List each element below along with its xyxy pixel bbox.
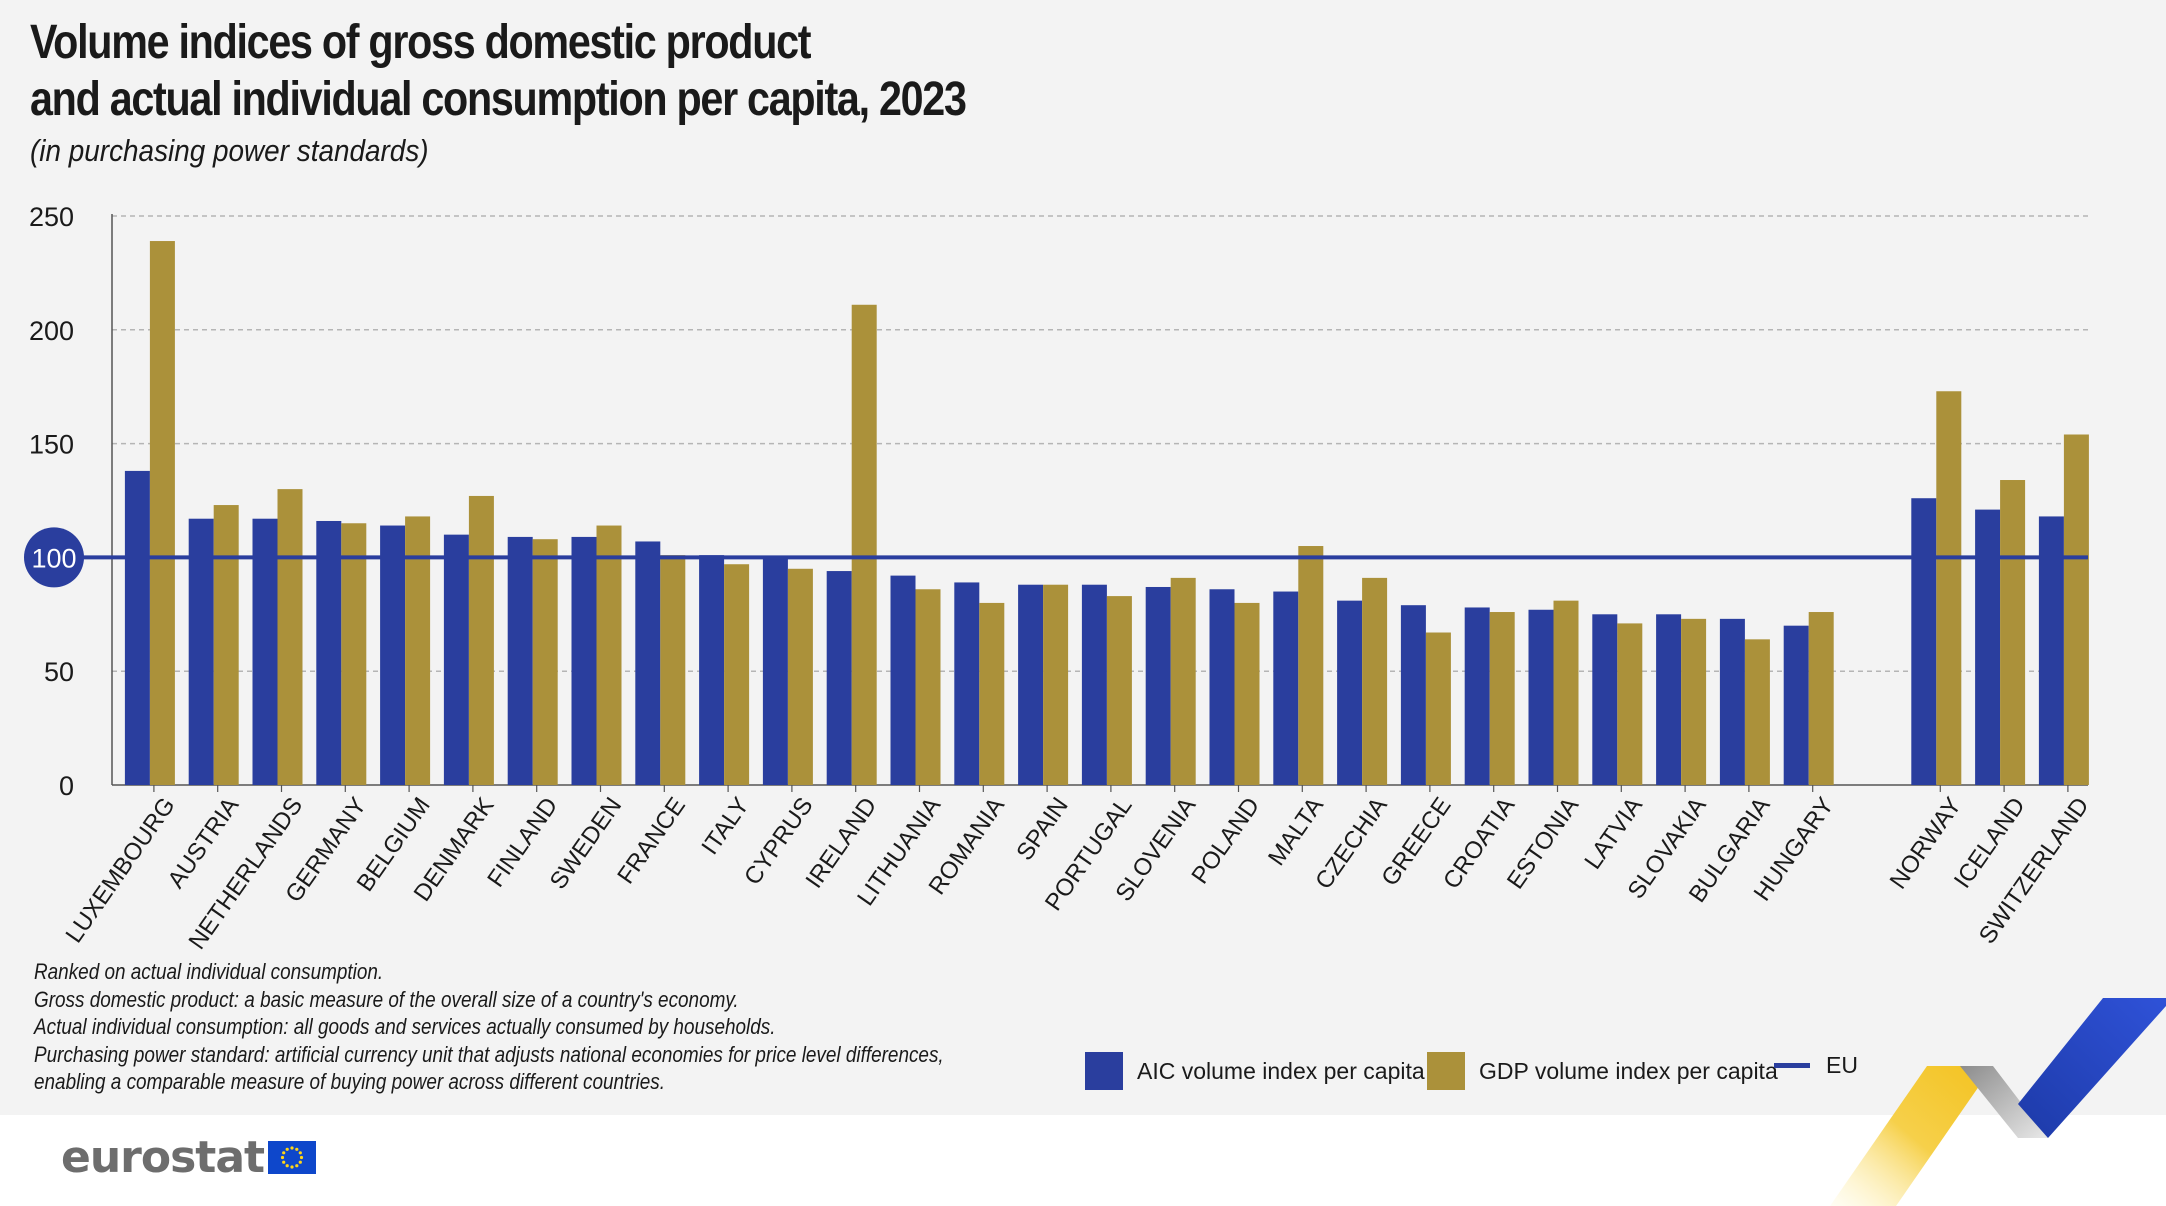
bar-gdp [1043,584,1069,785]
eurostat-logo: eurostat [61,1132,317,1183]
legend-gdp-swatch [1427,1052,1465,1090]
bar-gdp [1936,391,1962,785]
bar-gdp [277,489,303,785]
title-line-2: and actual individual consumption per ca… [30,73,967,126]
bar-gdp [149,241,175,785]
bar-aic [954,582,980,785]
bar-aic [252,518,278,785]
bar-gdp [787,568,813,785]
y-tick-label: 50 [44,657,74,687]
bar-aic [443,534,469,785]
bar-aic [571,536,597,785]
bar-gdp [1553,600,1579,785]
bar-aic [1400,605,1426,785]
bar-aic [124,470,150,785]
bar-gdp [1681,618,1707,785]
bar-gdp [532,539,558,785]
bar-aic [188,518,214,785]
chart-notes: Ranked on actual individual consumption.… [34,958,944,1096]
bar-gdp [724,564,750,785]
bar-gdp [1234,602,1260,785]
bar-gdp [2000,480,2026,785]
bar-gdp [405,516,431,785]
bar-gdp [1617,623,1643,785]
bar-aic [890,575,916,785]
bar-gdp [851,304,877,785]
bar-aic [507,536,533,785]
bar-aic [635,541,661,785]
bar-aic [1273,591,1299,785]
bar-aic [1145,586,1171,785]
bar-gdp [1808,612,1834,785]
bar-gdp [213,505,239,785]
bar-gdp [1744,639,1770,785]
bar-aic [1018,584,1044,785]
title-line-1: Volume indices of gross domestic product [30,16,812,69]
bar-gdp [468,495,494,785]
y-tick-label: 200 [29,316,74,346]
bar-gdp [1106,596,1132,785]
bar-gdp [915,589,941,785]
note-line: Gross domestic product: a basic measure … [34,986,739,1012]
legend-eu-line [1774,1063,1810,1068]
bar-gdp [2063,434,2089,785]
bar-aic [699,555,725,785]
bar-aic [2038,516,2064,785]
chart-title: Volume indices of gross domestic product… [30,14,967,128]
bar-aic [1337,600,1363,785]
bar-aic [1592,614,1618,785]
bar-aic [1464,607,1490,785]
bar-gdp [1425,632,1451,785]
chevron-yellow [1830,1066,1993,1206]
legend-gdp-label: GDP volume index per capita [1479,1057,1778,1084]
bar-aic [1209,589,1235,785]
bar-aic [1081,584,1107,785]
bar-aic [1656,614,1682,785]
bar-aic [1911,498,1937,785]
chevron-grey [1960,1066,2048,1138]
bar-aic [380,525,406,785]
legend-aic-label: AIC volume index per capita [1137,1057,1425,1084]
bar-gdp [979,602,1005,785]
bar-chart: 050150200250LUXEMBOURGAUSTRIANETHERLANDS… [24,202,2095,954]
bar-gdp [1362,577,1388,785]
eu-flag-icon [268,1141,317,1174]
y-tick-label: 0 [59,771,74,801]
logo-text: eurostat [61,1132,265,1183]
eu-reference-value: 100 [31,543,76,573]
bar-aic [762,557,788,785]
eu-reference-badge [24,527,84,588]
bar-gdp [1298,546,1324,785]
bar-aic [826,571,852,785]
y-tick-label: 250 [29,202,74,232]
note-line: enabling a comparable measure of buying … [34,1069,666,1094]
bar-aic [316,520,342,785]
note-line: Purchasing power standard: artificial cu… [34,1041,944,1067]
legend-eu-label: EU [1826,1052,1858,1078]
bar-aic [1528,609,1554,785]
bar-gdp [1489,612,1515,785]
y-tick-label: 150 [29,430,74,460]
bar-gdp [660,555,686,785]
legend-aic-swatch [1085,1052,1123,1090]
note-line: Ranked on actual individual consumption. [34,959,384,984]
chart-subtitle: (in purchasing power standards) [30,133,429,168]
bar-aic [1783,625,1809,785]
bar-gdp [1170,577,1196,785]
legend-aic: AIC volume index per capita [1085,1052,1425,1090]
bar-aic [1719,618,1745,785]
bar-gdp [341,523,367,785]
bar-gdp [596,525,622,785]
chevron-blue [2018,998,2166,1138]
legend-gdp: GDP volume index per capita [1427,1052,1778,1090]
note-line: Actual individual consumption: all goods… [34,1014,776,1039]
legend-eu: EU [1774,1052,1858,1079]
